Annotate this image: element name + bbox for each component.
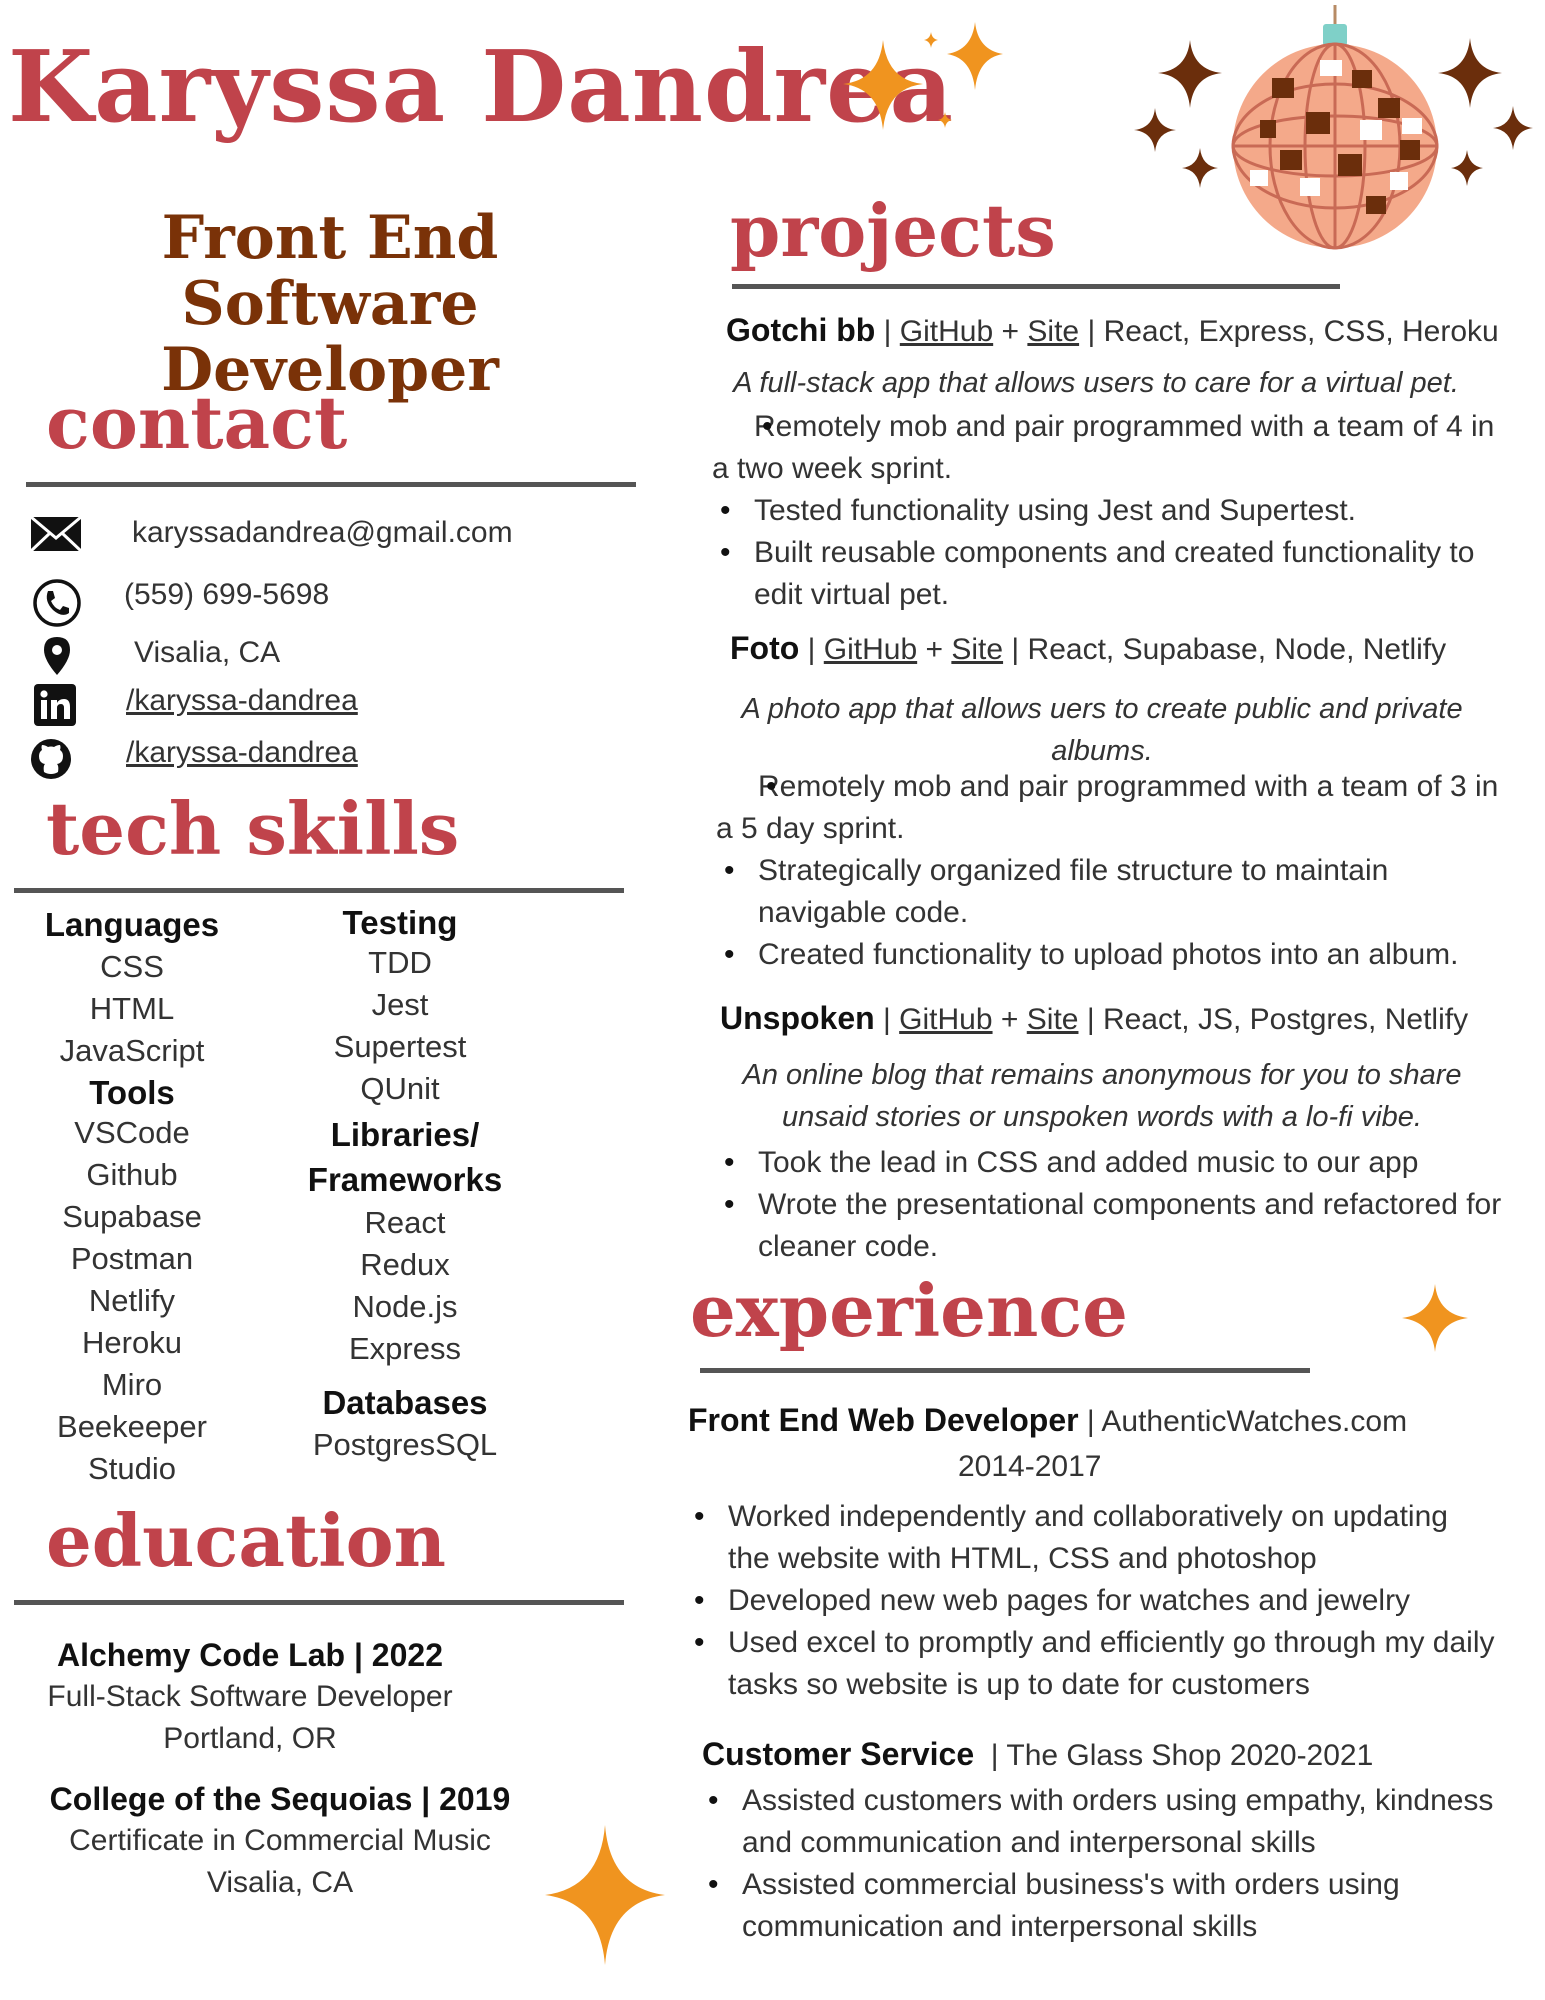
- project-bullets: Remotely mob and pair programmed with a …: [712, 406, 1502, 616]
- job-dates: 2014-2017: [958, 1450, 1102, 1483]
- job-company: | The Glass Shop 2020-2021: [990, 1739, 1374, 1772]
- project-header: Unspoken | GitHub + Site | React, JS, Po…: [720, 1000, 1469, 1036]
- skill-item: JavaScript: [59, 1033, 205, 1068]
- linkedin-icon[interactable]: [34, 684, 76, 726]
- skill-item: QUnit: [360, 1071, 440, 1106]
- envelope-icon: [30, 516, 82, 552]
- project-header: Gotchi bb | GitHub + Site | React, Expre…: [726, 312, 1499, 348]
- databases-title: Databases: [322, 1384, 488, 1421]
- list-item: Worked independently and collaboratively…: [686, 1496, 1488, 1580]
- project-name: Gotchi bb: [726, 312, 876, 348]
- libraries-column: Libraries/ Frameworks React Redux Node.j…: [285, 1112, 525, 1466]
- job-company: | AuthenticWatches.com: [1086, 1405, 1408, 1438]
- tools-title: Tools: [89, 1074, 175, 1111]
- skill-item: Beekeeper: [57, 1409, 207, 1444]
- list-item: Created functionality to upload photos i…: [716, 934, 1506, 976]
- list-item: Tested functionality using Jest and Supe…: [712, 490, 1502, 532]
- resume-name: Karyssa Dandrea: [8, 30, 954, 145]
- skill-item: Supabase: [62, 1199, 202, 1234]
- skill-item: Express: [349, 1331, 461, 1366]
- experience-heading: experience: [690, 1268, 1128, 1353]
- job-bullets: Assisted customers with orders using emp…: [700, 1780, 1500, 1948]
- education-entry: College of the Sequoias | 2019 Certifica…: [49, 1781, 511, 1899]
- job-title: Customer Service: [702, 1736, 975, 1772]
- list-item: Used excel to promptly and efficiently g…: [686, 1622, 1528, 1706]
- phone[interactable]: (559) 699-5698: [124, 578, 330, 611]
- contact-heading: contact: [46, 380, 348, 465]
- skill-item: CSS: [100, 949, 164, 984]
- education-divider: [14, 1600, 624, 1605]
- skill-item: Jest: [371, 987, 429, 1022]
- project-description: A photo app that allows uers to create p…: [741, 693, 1463, 767]
- skill-item: Node.js: [352, 1289, 458, 1324]
- location: Visalia, CA: [134, 636, 281, 669]
- skill-item: Redux: [360, 1247, 450, 1282]
- skill-item: HTML: [89, 991, 175, 1026]
- experience-divider: [700, 1368, 1310, 1373]
- job-header: Customer Service | The Glass Shop 2020-2…: [702, 1736, 1373, 1773]
- sparkle-star-icon: [1402, 1284, 1468, 1352]
- github-link[interactable]: GitHub: [823, 633, 918, 666]
- project-description: An online blog that remains anonymous fo…: [742, 1059, 1462, 1133]
- project-bullets: Remotely mob and pair programmed with a …: [716, 766, 1506, 976]
- education-heading: education: [46, 1498, 446, 1583]
- job-header: Front End Web Developer | AuthenticWatch…: [688, 1402, 1407, 1439]
- email[interactable]: karyssadandrea@gmail.com: [132, 516, 513, 549]
- site-link[interactable]: Site: [1026, 1003, 1079, 1036]
- tech-skills-divider: [14, 888, 624, 893]
- job-title: Front End Software Developer: [161, 203, 499, 405]
- contact-divider: [26, 482, 636, 487]
- list-item: Took the lead in CSS and added music to …: [716, 1142, 1506, 1184]
- list-item: Wrote the presentational components and …: [716, 1184, 1518, 1268]
- site-link[interactable]: Site: [951, 633, 1004, 666]
- testing-title: Testing: [342, 904, 458, 941]
- list-item: Remotely mob and pair programmed with a …: [716, 766, 1506, 850]
- skill-item: Heroku: [82, 1325, 182, 1360]
- skill-item: Netlify: [88, 1283, 176, 1318]
- phone-icon: [33, 579, 81, 627]
- sparkle-stars-icon: [843, 22, 1003, 130]
- map-pin-icon: [44, 637, 70, 675]
- github-link[interactable]: GitHub: [899, 315, 994, 348]
- github-link[interactable]: /karyssa-dandrea: [126, 736, 358, 769]
- skill-item: Studio: [88, 1451, 176, 1486]
- projects-heading: projects: [730, 188, 1056, 273]
- skill-item: TDD: [368, 945, 432, 980]
- job-bullets: Worked independently and collaboratively…: [686, 1496, 1516, 1706]
- job-title: Front End Web Developer: [688, 1402, 1079, 1438]
- skill-item: Supertest: [333, 1029, 467, 1064]
- disco-ball-icon: [1134, 5, 1533, 250]
- project-name: Unspoken: [720, 1000, 875, 1036]
- project-description: A full-stack app that allows users to ca…: [733, 367, 1459, 399]
- skill-item: React: [364, 1205, 446, 1240]
- libraries-title-1: Libraries/: [330, 1116, 480, 1153]
- skill-item: Github: [86, 1157, 178, 1192]
- tech-skills-heading: tech skills: [46, 786, 460, 871]
- list-item: Assisted commercial business's with orde…: [700, 1864, 1442, 1948]
- list-item: Strategically organized file structure t…: [716, 850, 1458, 934]
- libraries-title-2: Frameworks: [307, 1161, 503, 1198]
- education-entry: Alchemy Code Lab | 2022 Full-Stack Softw…: [47, 1637, 453, 1755]
- skill-item: VSCode: [74, 1115, 190, 1150]
- project-bullets: Took the lead in CSS and added music to …: [716, 1142, 1506, 1268]
- list-item: Assisted customers with orders using emp…: [700, 1780, 1502, 1864]
- languages-column: Languages CSS HTML JavaScript Tools VSCo…: [22, 904, 242, 1490]
- github-icon[interactable]: [30, 738, 72, 780]
- project-name: Foto: [730, 630, 800, 666]
- site-link[interactable]: Site: [1027, 315, 1080, 348]
- linkedin-link[interactable]: /karyssa-dandrea: [126, 684, 358, 717]
- list-item: Remotely mob and pair programmed with a …: [712, 406, 1502, 490]
- projects-divider: [732, 284, 1340, 289]
- skill-item: PostgresSQL: [312, 1427, 498, 1462]
- languages-title: Languages: [44, 906, 220, 943]
- skill-item: Miro: [101, 1367, 163, 1402]
- project-header: Foto | GitHub + Site | React, Supabase, …: [730, 630, 1447, 666]
- list-item: Built reusable components and created fu…: [712, 532, 1484, 616]
- skill-item: Postman: [70, 1241, 194, 1276]
- testing-column: Testing TDD Jest Supertest QUnit: [290, 904, 510, 1110]
- github-link[interactable]: GitHub: [899, 1003, 993, 1036]
- sparkle-star-icon: [545, 1825, 665, 1965]
- list-item: Developed new web pages for watches and …: [686, 1580, 1516, 1622]
